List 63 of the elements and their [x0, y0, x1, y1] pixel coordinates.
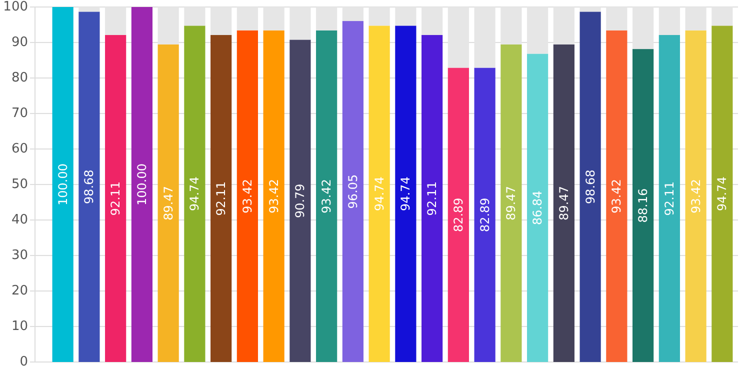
- data-label: 96.05: [346, 174, 360, 209]
- bar: [236, 30, 258, 362]
- data-label: 94.74: [372, 176, 386, 212]
- y-tick-label: 60: [11, 142, 28, 156]
- bar: [500, 44, 522, 362]
- data-label: 88.16: [636, 188, 650, 223]
- bar: [580, 12, 601, 362]
- data-label: 92.11: [214, 181, 228, 216]
- data-label: 93.42: [240, 179, 254, 214]
- data-label: 92.11: [662, 181, 676, 216]
- bar: [395, 26, 416, 362]
- data-label: 93.42: [610, 179, 624, 214]
- y-tick-label: 70: [11, 106, 28, 121]
- y-tick-label: 40: [11, 212, 28, 228]
- y-tick-label: 0: [20, 354, 28, 369]
- data-label: 92.11: [108, 181, 123, 216]
- bar: [184, 26, 206, 362]
- y-tick-label: 30: [11, 248, 28, 263]
- data-label: 89.47: [556, 186, 571, 220]
- bar: [52, 7, 74, 362]
- data-label: 93.42: [688, 179, 703, 214]
- bar: [632, 49, 654, 362]
- data-label: 94.74: [398, 176, 413, 212]
- bar: [448, 68, 469, 362]
- bar: [210, 35, 232, 362]
- data-label: 89.47: [504, 186, 518, 220]
- bar: [105, 35, 126, 362]
- data-label: 100.00: [56, 164, 70, 206]
- data-label: 90.79: [293, 184, 308, 218]
- data-label: 100.00: [134, 164, 149, 206]
- data-label: 93.42: [320, 179, 334, 214]
- bar: [316, 30, 338, 362]
- data-label: 93.42: [266, 179, 281, 214]
- y-tick-label: 100: [3, 0, 28, 14]
- data-label: 98.68: [583, 170, 598, 204]
- bar: [658, 35, 680, 362]
- data-label: 94.74: [715, 176, 730, 212]
- data-label: 82.89: [478, 198, 492, 232]
- data-label: 89.47: [161, 186, 176, 220]
- data-label: 94.74: [188, 176, 202, 212]
- bar: [131, 7, 152, 362]
- bar: [342, 21, 364, 362]
- bar: [685, 30, 706, 362]
- bar: [553, 44, 574, 362]
- bar: [290, 40, 311, 362]
- data-label: 86.84: [530, 190, 545, 226]
- bar: [78, 12, 100, 362]
- y-tick-label: 10: [11, 319, 28, 334]
- data-label: 92.11: [425, 181, 440, 216]
- bar: [712, 26, 733, 362]
- bar: [158, 44, 179, 362]
- bar: [263, 30, 284, 362]
- y-tick-label: 50: [11, 177, 28, 192]
- y-tick-label: 20: [11, 284, 28, 298]
- data-label: 98.68: [82, 170, 96, 204]
- data-label: 82.89: [451, 198, 466, 232]
- bar: [474, 68, 496, 362]
- y-tick-label: 90: [11, 35, 28, 50]
- bar: [422, 35, 443, 362]
- y-tick-label: 80: [11, 70, 28, 86]
- bar: [527, 54, 548, 362]
- bar: [368, 26, 390, 362]
- bar: [606, 30, 628, 362]
